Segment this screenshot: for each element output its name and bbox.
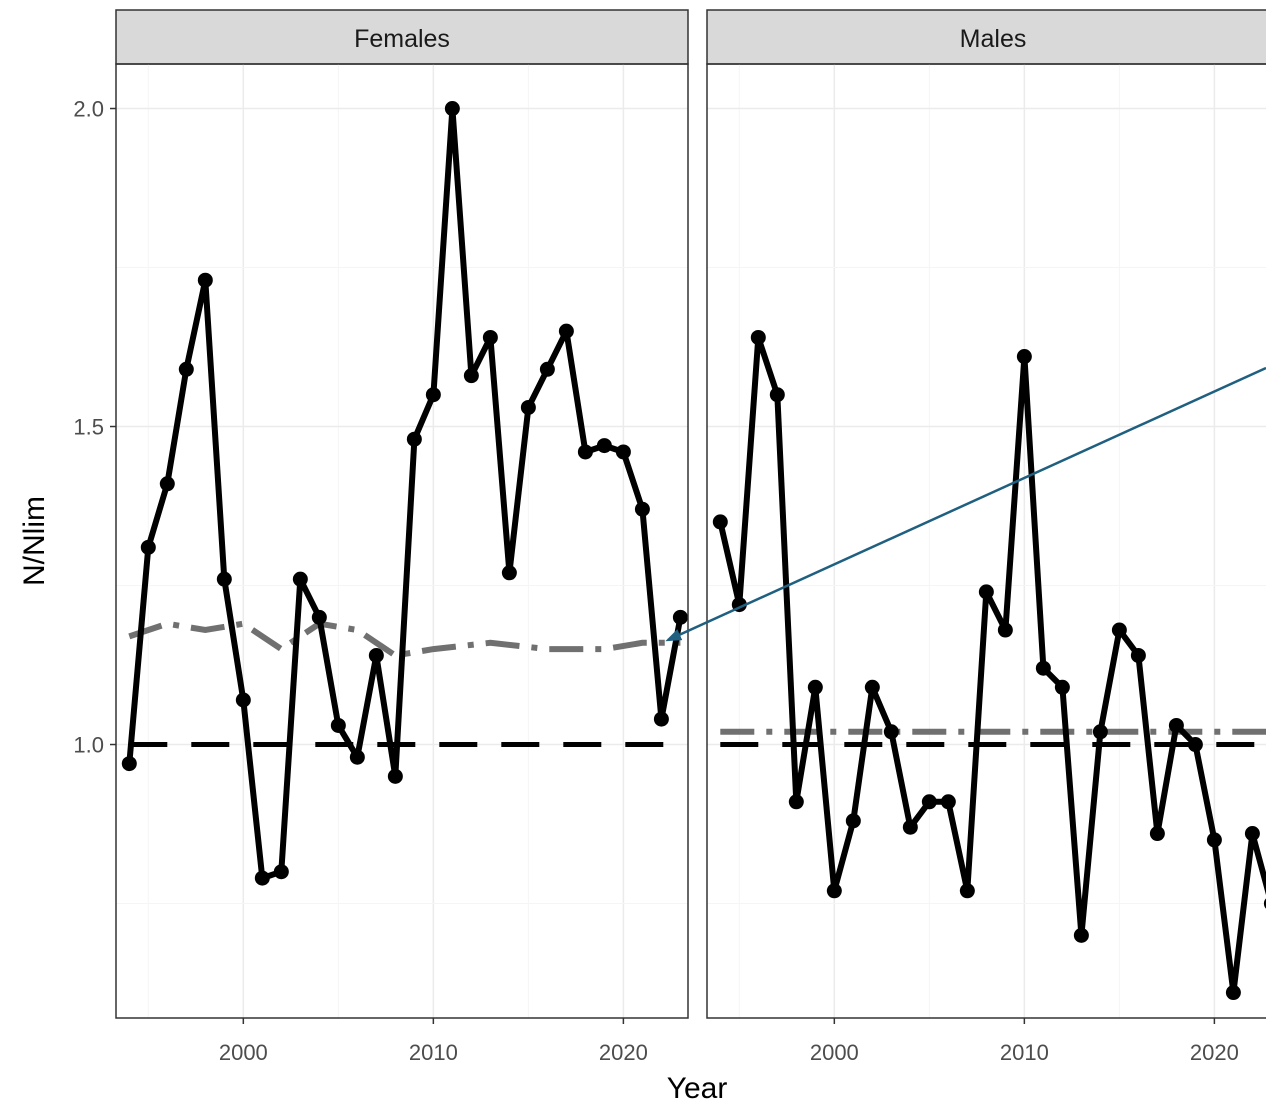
data-point-females [235, 692, 251, 708]
data-point-males [1092, 724, 1108, 740]
data-point-males [1130, 647, 1146, 663]
x-tick-label: 2010 [409, 1040, 458, 1065]
data-point-females [330, 717, 346, 733]
data-point-males [997, 622, 1013, 638]
y-tick-label: 1.0 [73, 733, 104, 758]
data-point-females [159, 476, 175, 492]
data-point-males [807, 679, 823, 695]
data-point-males [1206, 832, 1222, 848]
x-tick-label: 2020 [599, 1040, 648, 1065]
data-point-females [311, 609, 327, 625]
strip-label-females: Females [354, 25, 450, 53]
data-point-females [406, 431, 422, 447]
data-point-females [425, 387, 441, 403]
y-axis-title: N/Nlim [18, 496, 51, 586]
data-point-females [140, 539, 156, 555]
data-point-females [653, 711, 669, 727]
y-tick-label: 2.0 [73, 97, 104, 122]
data-point-males [769, 387, 785, 403]
data-point-males [1035, 660, 1051, 676]
data-point-males [1187, 737, 1203, 753]
y-tick-label: 1.5 [73, 415, 104, 440]
x-tick-label: 2000 [219, 1040, 268, 1065]
data-point-females [463, 368, 479, 384]
data-point-females [596, 438, 612, 454]
x-tick-label: 2000 [810, 1040, 859, 1065]
data-point-females [216, 571, 232, 587]
data-point-females [539, 361, 555, 377]
data-point-males [1016, 349, 1032, 365]
data-point-males [826, 883, 842, 899]
x-axis-title: Year [667, 1072, 728, 1104]
data-point-females [558, 323, 574, 339]
data-point-females [634, 501, 650, 517]
data-point-females [197, 272, 213, 288]
data-point-females [273, 864, 289, 880]
data-point-males [1073, 927, 1089, 943]
strip-label-males: Males [960, 25, 1027, 53]
data-point-males [864, 679, 880, 695]
data-point-males [845, 813, 861, 829]
trend-line-females [128, 620, 681, 659]
grid-females [116, 64, 688, 1018]
data-point-males [1263, 898, 1266, 909]
data-point-females [501, 565, 517, 581]
data-point-females [254, 870, 270, 886]
data-point-males [1225, 985, 1241, 1001]
x-axis-ticks-males: 2000 2010 2020 [810, 1018, 1239, 1065]
data-point-females [444, 101, 460, 117]
x-tick-label: 2020 [1190, 1040, 1239, 1065]
data-point-males [921, 794, 937, 810]
data-point-females [672, 609, 688, 625]
data-point-males [1054, 679, 1070, 695]
panel-females: Females 2000 2010 2020 [115, 9, 689, 1065]
data-point-females [615, 444, 631, 460]
data-point-females [368, 647, 384, 663]
data-point-females [577, 444, 593, 460]
data-point-females [178, 361, 194, 377]
data-point-males [712, 514, 728, 530]
data-point-males [902, 819, 918, 835]
series-males [712, 329, 1266, 1001]
annotation-arrow [665, 366, 1266, 642]
data-point-males [1111, 622, 1127, 638]
x-axis-ticks-females: 2000 2010 2020 [219, 1018, 648, 1065]
data-point-females [292, 571, 308, 587]
data-point-males [883, 724, 899, 740]
data-point-males [1168, 717, 1184, 733]
series-females [121, 101, 688, 886]
panel-males: Males 2000 2010 2020 [706, 9, 1266, 1065]
data-point-males [1149, 826, 1165, 842]
data-line-females [126, 105, 684, 882]
panel-border-females [115, 63, 689, 1019]
data-line-males [717, 334, 1266, 996]
data-point-females [121, 756, 137, 772]
data-point-females [520, 399, 536, 415]
data-point-males [1244, 826, 1260, 842]
data-point-males [959, 883, 975, 899]
panel-border-males [706, 63, 1266, 1019]
data-point-females [387, 768, 403, 784]
strip-background-females [115, 9, 689, 65]
grid-males [707, 64, 1266, 1018]
y-axis-ticks: 1.0 1.5 2.0 [73, 97, 116, 758]
x-tick-label: 2010 [1000, 1040, 1049, 1065]
data-point-females [482, 329, 498, 345]
data-point-males [940, 794, 956, 810]
data-point-males [978, 584, 994, 600]
data-point-males [788, 794, 804, 810]
data-point-females [349, 749, 365, 765]
data-point-males [750, 329, 766, 345]
